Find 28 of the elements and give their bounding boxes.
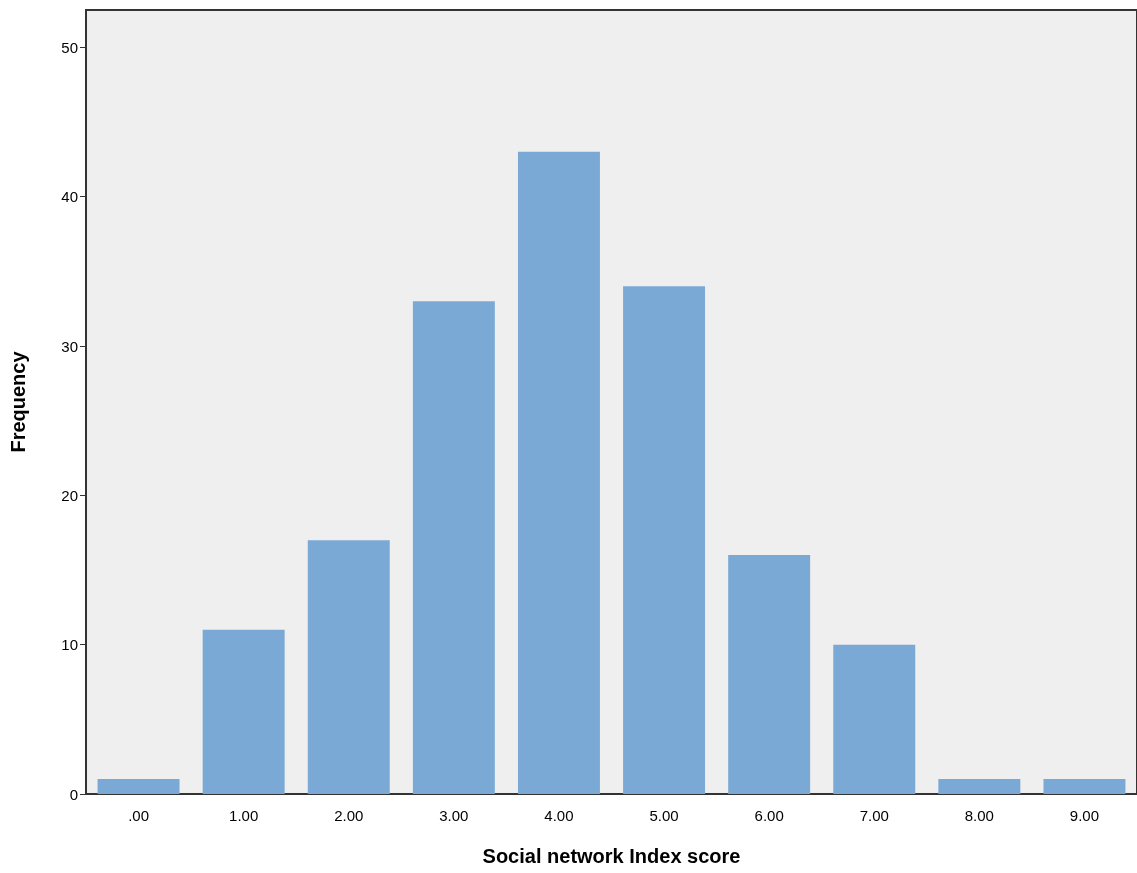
x-tick-label: 5.00: [649, 807, 679, 824]
x-tick-label: 8.00: [964, 807, 994, 824]
y-tick-label: 20: [61, 486, 78, 504]
bar: [623, 286, 706, 794]
x-tick-label: 4.00: [544, 807, 574, 824]
x-tick-label: .00: [128, 807, 149, 824]
bar: [938, 779, 1021, 794]
y-tick-label: 30: [61, 337, 78, 355]
bar: [97, 779, 180, 794]
bar: [307, 540, 390, 794]
bar: [517, 151, 600, 794]
x-tick-label: 2.00: [334, 807, 364, 824]
bar: [833, 644, 916, 794]
y-tick-label: 50: [61, 38, 78, 56]
bar: [728, 555, 811, 794]
y-tick-label: 40: [61, 188, 78, 206]
x-tick-label: 3.00: [439, 807, 469, 824]
x-axis-title: Social network Index score: [482, 845, 741, 867]
x-tick-label: 1.00: [229, 807, 259, 824]
y-tick-label: 10: [61, 636, 78, 654]
y-axis-title: Frequency: [7, 350, 29, 453]
bar: [412, 301, 495, 794]
x-tick-label: 6.00: [754, 807, 784, 824]
x-tick-label: 9.00: [1069, 807, 1100, 824]
x-tick-label: 7.00: [859, 807, 889, 824]
bar: [202, 629, 285, 794]
y-tick-label: 0: [69, 785, 78, 803]
bar: [1043, 779, 1126, 794]
